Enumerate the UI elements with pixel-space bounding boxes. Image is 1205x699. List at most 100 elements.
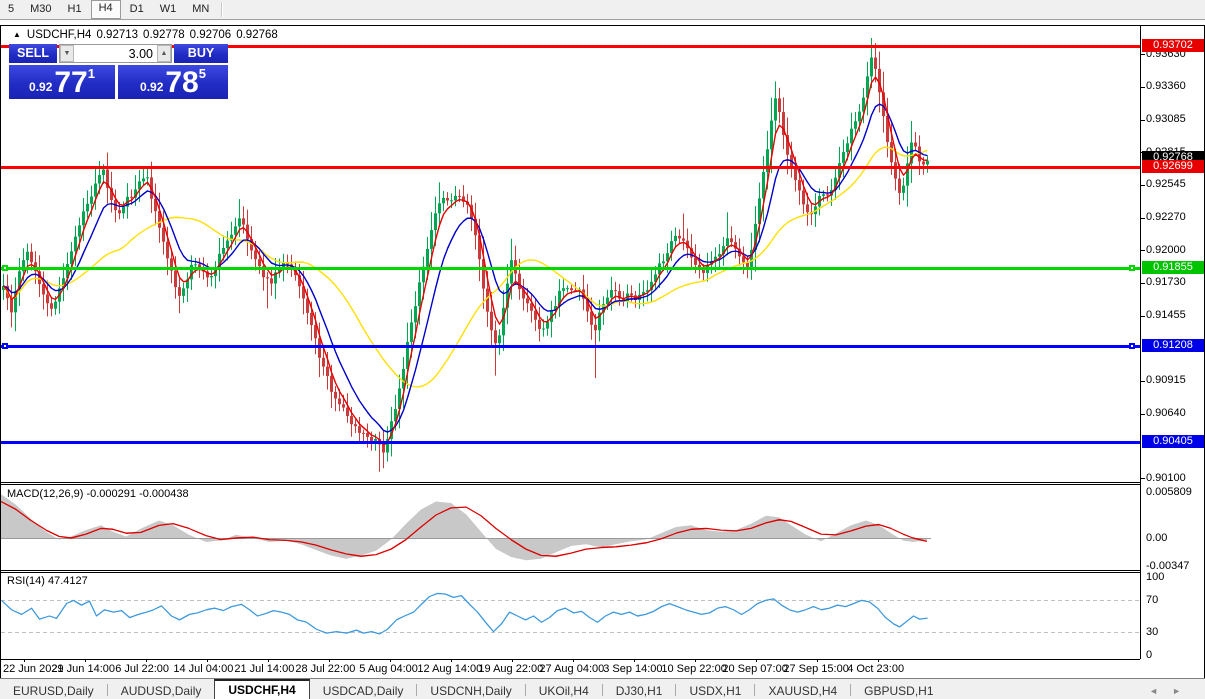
time-tick (512, 659, 513, 662)
price-label: 0.90100 (1146, 471, 1186, 484)
timeframe-button-h1[interactable]: H1 (67, 3, 82, 15)
chart-window: ▲ USDCHF,H4 0.92713 0.92778 0.92706 0.92768 S… (0, 25, 1205, 679)
timeframe-button-h4[interactable]: H4 (90, 0, 121, 19)
price-marker-box: 0.92699 (1142, 159, 1204, 173)
tab-eurusd[interactable]: EURUSD,Daily (13, 684, 94, 698)
tab-separator (416, 684, 418, 696)
price-axis[interactable]: 0.936300.933600.930850.928150.925450.922… (1141, 26, 1205, 661)
collapse-chart-icon[interactable]: ▲ (13, 30, 21, 39)
price-chart-canvas[interactable] (1, 26, 1140, 482)
time-label: 4 Oct 23:00 (847, 663, 905, 675)
rsi-scale-label: 30 (1146, 625, 1159, 638)
price-tick (1141, 315, 1145, 317)
chart-header: ▲ USDCHF,H4 0.92713 0.92778 0.92706 0.92768 (13, 29, 283, 41)
time-label: 28 Jul 22:00 (295, 663, 356, 675)
price-label: 0.93085 (1146, 113, 1186, 126)
tab-usdx[interactable]: USDX,H1 (689, 684, 742, 698)
macd-indicator-label: MACD(12,26,9) -0.000291 -0.000438 (7, 488, 189, 500)
buy-price-sup: 5 (198, 66, 206, 81)
tab-scroll-arrows[interactable]: ◄► (1149, 686, 1195, 696)
price-label: 0.92000 (1146, 243, 1186, 256)
volume-increase-icon[interactable]: ▲ (157, 45, 171, 62)
price-marker-box: 0.91208 (1142, 338, 1204, 352)
time-tick (817, 659, 818, 662)
sell-button[interactable]: SELL (9, 44, 57, 63)
ohlc-low: 0.92706 (189, 29, 232, 41)
timeframe-button-w1[interactable]: W1 (159, 3, 177, 15)
time-label: 27 Aug 04:00 (539, 663, 605, 675)
tab-usdcnh[interactable]: USDCNH,Daily (430, 684, 512, 698)
time-tick (390, 659, 391, 662)
price-tick (1141, 478, 1145, 480)
macd-panel-canvas[interactable] (1, 484, 1140, 571)
time-axis[interactable]: 22 Jun 2021 29 Jun 14:00 6 Jul 22:00 14 Jul… (1, 659, 1141, 678)
tab-audusd[interactable]: AUDUSD,Daily (120, 684, 202, 698)
timeframe-button-m30[interactable]: M30 (30, 3, 52, 15)
tab-usdchf[interactable]: USDCHF,H4 (214, 679, 310, 699)
price-marker-box: 0.91855 (1142, 261, 1204, 275)
time-tick (756, 659, 757, 662)
time-label: 5 Aug 04:00 (359, 663, 418, 675)
buy-price[interactable]: 0.92 78 5 (118, 64, 228, 99)
macd-scale-label: 0.005809 (1146, 485, 1192, 498)
price-tick (1141, 217, 1145, 219)
price-label: 0.90915 (1146, 374, 1186, 387)
ohlc-close: 0.92768 (236, 29, 278, 41)
buy-button[interactable]: BUY (174, 44, 228, 63)
chart-symbol: USDCHF,H4 (26, 29, 92, 41)
ohlc-open: 0.92713 (96, 29, 139, 41)
macd-scale-label: 0.00 (1146, 532, 1168, 544)
timeframe-button-5[interactable]: 5 (8, 3, 15, 15)
tab-separator (850, 684, 852, 696)
price-tick (1141, 86, 1145, 88)
tab-separator (754, 684, 756, 696)
time-tick (573, 659, 574, 662)
chart-tabs-bar: EURUSD,Daily AUDUSD,Daily USDCHF,H4 USDCAD,… (0, 678, 1205, 699)
volume-input[interactable] (74, 45, 157, 62)
price-tick (1141, 119, 1145, 121)
time-label: 19 Aug 22:00 (478, 663, 544, 675)
price-marker-box: 0.90405 (1142, 435, 1204, 449)
one-click-trade-panel: SELL ▼ ▲ BUY 0.92 77 1 0.92 78 5 (9, 44, 228, 99)
price-marker-box: 0.93702 (1142, 39, 1204, 53)
volume-stepper: ▼ ▲ (59, 44, 172, 63)
time-label: 3 Sep 14:00 (603, 663, 663, 675)
panel-divider[interactable] (1, 482, 1141, 483)
tab-separator (675, 684, 677, 696)
time-tick (85, 659, 86, 662)
tab-dj30[interactable]: DJ30,H1 (615, 684, 663, 698)
time-tick (451, 659, 452, 662)
ohlc-high: 0.92778 (143, 29, 185, 41)
timeframe-button-d1[interactable]: D1 (129, 3, 144, 15)
time-tick (634, 659, 635, 662)
time-label: 12 Aug 14:00 (417, 663, 483, 675)
timeframe-toolbar: 5 M30 H1 H4 D1 W1 MN (0, 0, 1205, 20)
tab-gbpusd[interactable]: GBPUSD,H1 (864, 684, 934, 698)
tab-usdcad[interactable]: USDCAD,Daily (322, 684, 404, 698)
price-tick (1141, 54, 1145, 56)
time-label: 6 Jul 22:00 (115, 663, 170, 675)
time-tick (146, 659, 147, 662)
time-label: 10 Sep 22:00 (661, 663, 727, 675)
tab-xauusd[interactable]: XAUUSD,H4 (768, 684, 838, 698)
tab-separator (106, 684, 108, 696)
price-label: 0.93360 (1146, 80, 1186, 93)
buy-price-base: 0.92 (140, 80, 164, 94)
price-label: 0.92270 (1146, 211, 1186, 224)
rsi-panel-canvas[interactable] (1, 572, 1140, 660)
volume-decrease-icon[interactable]: ▼ (60, 45, 74, 62)
time-tick (329, 659, 330, 662)
sell-price[interactable]: 0.92 77 1 (9, 64, 115, 99)
time-label: 14 Jul 04:00 (173, 663, 234, 675)
sell-price-sup: 1 (87, 66, 95, 81)
timeframe-button-mn[interactable]: MN (192, 3, 210, 15)
tab-ukoil[interactable]: UKOil,H4 (538, 684, 589, 698)
time-label: 22 Jun 2021 (3, 663, 64, 675)
price-tick (1141, 184, 1145, 186)
tab-separator (601, 684, 603, 696)
time-tick (878, 659, 879, 662)
sell-price-big: 77 (54, 66, 88, 99)
rsi-scale-label: 70 (1146, 594, 1159, 607)
toolbar-separator (221, 2, 224, 17)
